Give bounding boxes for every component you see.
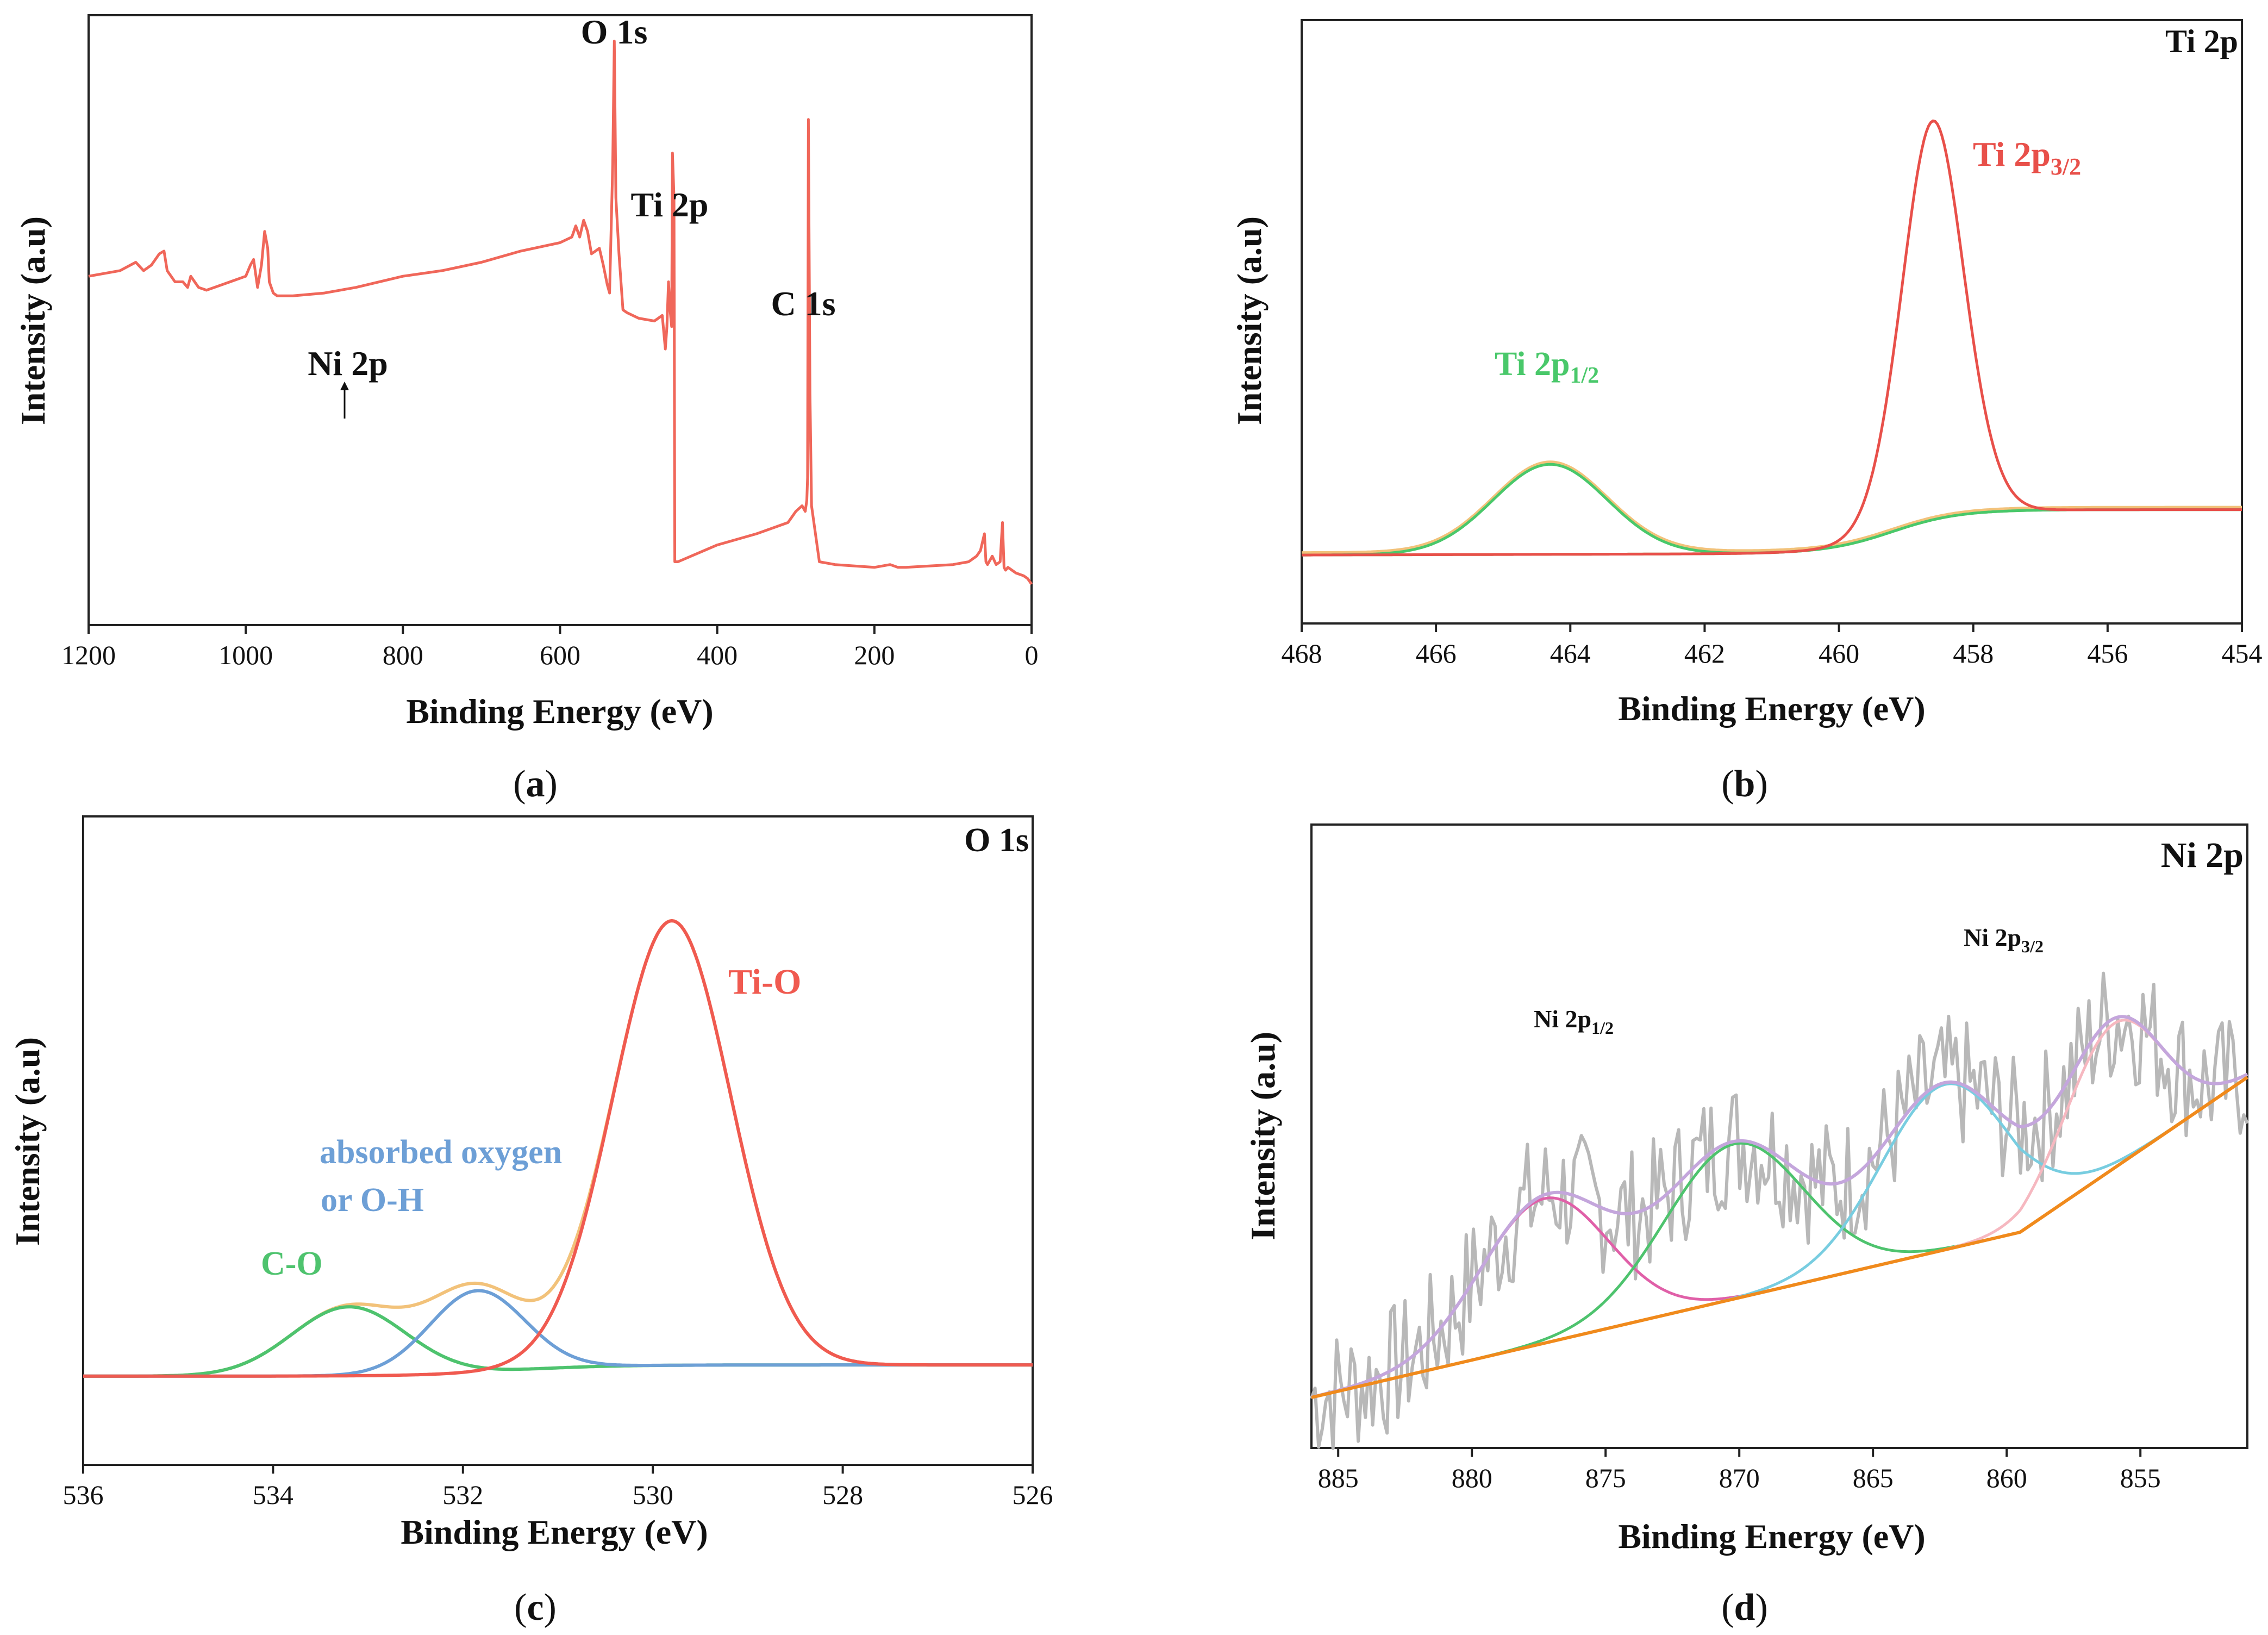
annot-o1s: O 1s xyxy=(581,13,648,51)
panel-a: 1200 1000 800 600 400 200 0 O 1s Ti 2p C 1s Ni… xyxy=(14,13,1039,805)
envelope-line xyxy=(1311,1015,2248,1399)
x-tick-label: 875 xyxy=(1585,1463,1626,1493)
x-tick-label: 885 xyxy=(1318,1463,1359,1493)
label-subscript: 3/2 xyxy=(2051,153,2081,180)
x-ticks: 885 880 875 870 865 860 855 xyxy=(1318,1448,2161,1493)
plot-frame xyxy=(1301,19,2243,625)
label-o-h: or O-H xyxy=(321,1182,424,1219)
plot-frame xyxy=(88,14,1033,626)
background-line xyxy=(1302,508,2242,557)
x-axis-title: Binding Energy (eV) xyxy=(401,1513,708,1551)
fit-curves xyxy=(1310,971,2249,1450)
label-ti-o: Ti-O xyxy=(728,962,801,1002)
x-tick-label: 528 xyxy=(822,1480,863,1510)
x-tick-label: 464 xyxy=(1550,638,1591,669)
y-axis-title: Intensity (a.u) xyxy=(8,1037,47,1246)
y-axis-title: Intensity (a.u) xyxy=(1230,216,1269,425)
raw-data-line xyxy=(1310,971,2249,1450)
x-tick-label: 468 xyxy=(1282,638,1322,669)
panel-caption: (b) xyxy=(1721,763,1768,805)
label-subscript: 1/2 xyxy=(1570,363,1599,388)
x-tick-label: 534 xyxy=(253,1480,293,1510)
x-tick-label: 456 xyxy=(2087,638,2128,669)
x-tick-label: 526 xyxy=(1013,1480,1053,1510)
ti2p32-peak-line xyxy=(1302,119,2242,557)
label-c-o: C-O xyxy=(261,1245,323,1282)
panel-title: Ti 2p xyxy=(2165,23,2238,59)
ni2p12-peak-line xyxy=(1311,1076,2248,1399)
label-text: Ni 2p xyxy=(1534,1005,1591,1033)
panel-d: 885 880 875 870 865 860 855 Ni 2p Ni 2p1/2 Ni … xyxy=(1244,823,2249,1628)
panel-title: O 1s xyxy=(964,822,1029,859)
annot-ti2p: Ti 2p xyxy=(631,185,709,224)
plot-frame xyxy=(1310,823,2248,1449)
x-tick-label: 0 xyxy=(1025,640,1039,670)
label-subscript: 3/2 xyxy=(2021,937,2044,956)
plot-frame xyxy=(82,815,1034,1466)
x-tick-label: 460 xyxy=(1819,638,1859,669)
caption-letter: b xyxy=(1734,763,1755,805)
fit-curves xyxy=(83,919,1033,1378)
envelope-line xyxy=(1302,460,2242,554)
x-tick-label: 855 xyxy=(2120,1463,2161,1493)
fit-curves xyxy=(1302,119,2242,557)
panel-caption: (a) xyxy=(513,763,558,805)
x-tick-label: 462 xyxy=(1684,638,1725,669)
label-absorbed-oxygen: absorbed oxygen xyxy=(320,1134,562,1171)
survey-spectrum-line xyxy=(88,40,1033,585)
label-ni2p32: Ni 2p3/2 xyxy=(1964,923,2044,956)
y-axis-title: Intensity (a.u) xyxy=(1244,1032,1282,1240)
caption-letter: d xyxy=(1734,1587,1755,1628)
label-text: Ti 2p xyxy=(1495,346,1570,383)
label-text: Ni 2p xyxy=(1964,923,2021,951)
x-tick-label: 458 xyxy=(1953,638,1994,669)
background-line xyxy=(1311,1076,2248,1399)
x-tick-label: 880 xyxy=(1452,1463,1492,1493)
label-subscript: 1/2 xyxy=(1591,1018,1614,1038)
x-tick-label: 800 xyxy=(383,640,423,670)
ni2p-arrow xyxy=(340,382,349,419)
x-tick-label: 600 xyxy=(540,640,580,670)
x-axis-title: Binding Energy (eV) xyxy=(1618,1517,1925,1556)
panel-c: 536 534 532 530 528 526 O 1s Ti-O absorbed ox… xyxy=(8,815,1053,1628)
x-ticks: 468 466 464 462 460 458 456 454 xyxy=(1282,623,2263,669)
x-tick-label: 530 xyxy=(633,1480,673,1510)
panel-caption: (c) xyxy=(514,1587,557,1628)
x-tick-label: 532 xyxy=(442,1480,483,1510)
x-tick-label: 200 xyxy=(854,640,895,670)
x-tick-label: 1000 xyxy=(218,640,273,670)
x-tick-label: 454 xyxy=(2222,638,2263,669)
x-tick-label: 1200 xyxy=(61,640,116,670)
x-tick-label: 536 xyxy=(63,1480,104,1510)
x-tick-label: 860 xyxy=(1986,1463,2027,1493)
x-tick-label: 870 xyxy=(1719,1463,1760,1493)
panel-caption: (d) xyxy=(1721,1587,1768,1628)
label-text: Ti 2p xyxy=(1973,135,2051,173)
x-ticks: 536 534 532 530 528 526 xyxy=(63,1465,1053,1510)
panel-title: Ni 2p xyxy=(2161,835,2244,875)
label-ni2p12: Ni 2p1/2 xyxy=(1534,1005,1614,1038)
y-axis-title: Intensity (a.u) xyxy=(14,216,52,425)
label-ti2p32: Ti 2p3/2 xyxy=(1973,135,2081,180)
x-ticks: 1200 1000 800 600 400 200 0 xyxy=(61,625,1039,670)
annot-c1s: C 1s xyxy=(771,284,835,323)
ti-o-peak-line xyxy=(83,919,1033,1378)
satellite-1-peak-line xyxy=(1311,1076,2248,1399)
x-axis-title: Binding Energy (eV) xyxy=(406,692,713,731)
x-tick-label: 865 xyxy=(1853,1463,1894,1493)
x-tick-label: 400 xyxy=(697,640,738,670)
caption-letter: c xyxy=(527,1587,543,1628)
satellite-2-peak-line xyxy=(1311,1076,2248,1399)
x-tick-label: 466 xyxy=(1416,638,1457,669)
x-axis-title: Binding Energy (eV) xyxy=(1618,689,1925,728)
label-ti2p12: Ti 2p1/2 xyxy=(1495,346,1599,388)
panel-b: 468 466 464 462 460 458 456 454 Ti 2p Ti 2p1/2 … xyxy=(1230,19,2263,805)
caption-letter: a xyxy=(526,763,545,805)
annot-ni2p: Ni 2p xyxy=(308,344,388,383)
